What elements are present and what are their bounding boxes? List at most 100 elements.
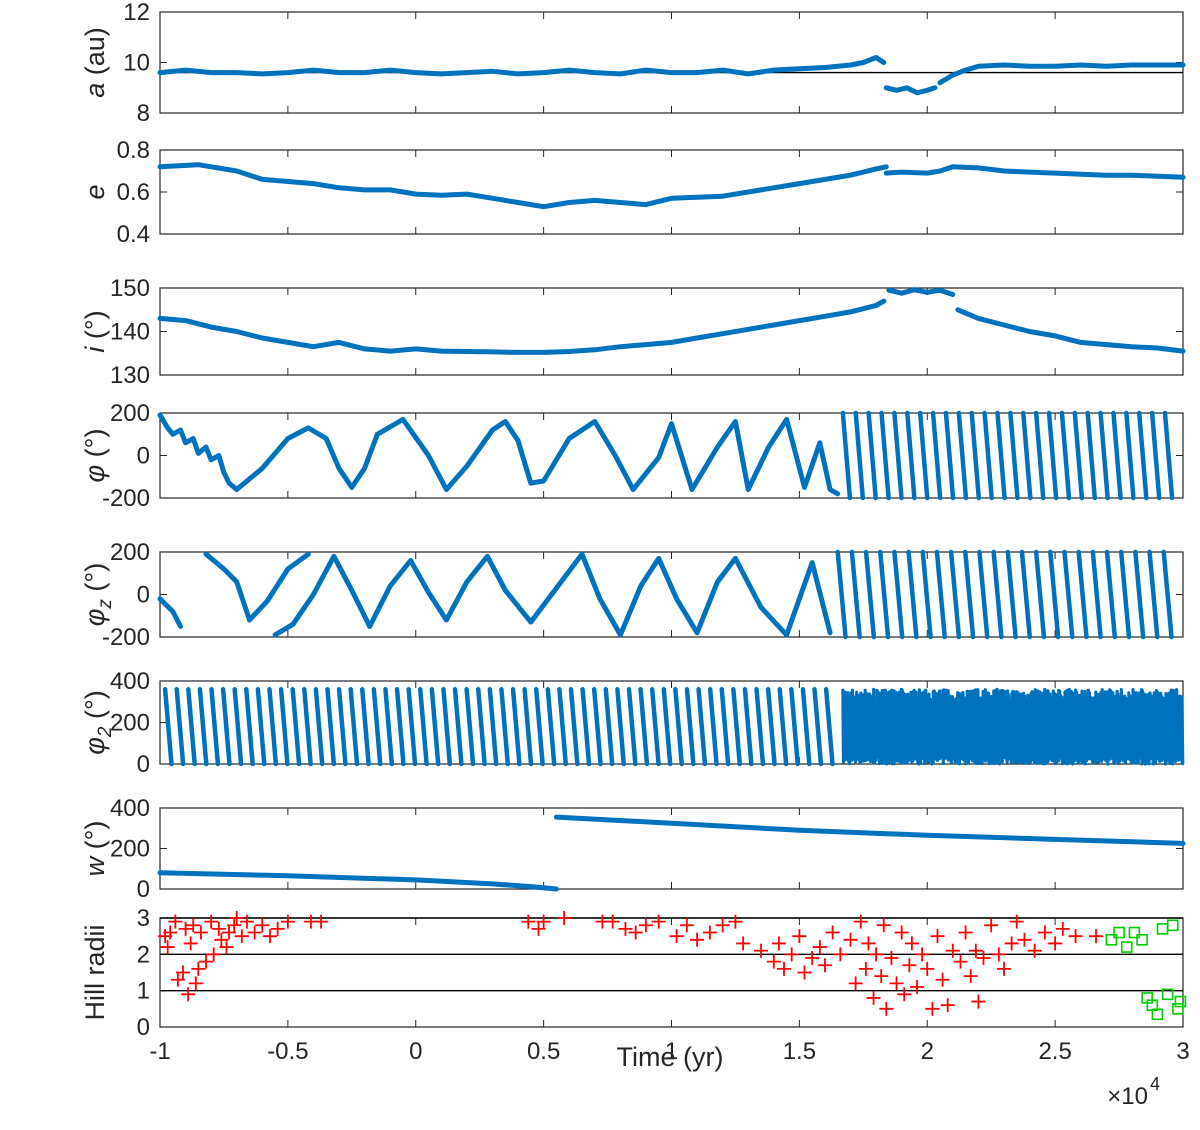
close-approach-plus-marker [889,976,904,991]
close-approach-plus-marker [1004,936,1019,951]
y-tick-label-hill: 2 [137,941,150,968]
close-approach-plus-marker [211,921,226,936]
circulation-line-phi2 [475,687,487,767]
y-label-var-phi2: φ [80,737,110,755]
y-label-var-phiz: φ [80,609,110,627]
series-line-phi-0 [157,412,240,492]
circulation-line-phi2 [649,687,661,767]
circulation-line-phi [982,410,994,501]
y-tick-label-phi: -200 [102,485,150,512]
circulation-line-phi2 [383,687,395,767]
close-approach-plus-marker [984,918,999,933]
y-tick-label-e: 0.6 [117,179,150,206]
close-approach-plus-marker [848,976,863,991]
y-tick-label-hill: 0 [137,1014,150,1041]
circulation-line-phi [1072,410,1085,501]
x-tick-label: -0.5 [267,1038,308,1065]
panel-frame-hill [159,917,1184,1028]
close-approach-plus-marker [958,925,973,940]
y-tick-label-a: 8 [137,100,150,127]
series-line-i-2 [955,307,1186,354]
circulation-line-phi [1149,410,1162,501]
circulation-line-phi2 [499,687,511,767]
x-tick-label: 1 [665,1038,678,1065]
close-approach-plus-marker [869,947,884,962]
series-line-phiz-2 [264,551,311,604]
x-tick-label: 2 [921,1038,934,1065]
circulation-line-phiz [991,549,1004,640]
series-line-phiz-1 [203,551,270,623]
close-approach-plus-marker [669,929,684,944]
close-approach-plus-marker [651,914,666,929]
y-tick-label-phi: 0 [137,443,150,470]
series-line-phiz-0 [157,596,183,629]
circulation-line-phi2 [244,687,255,767]
series-line-i-0 [157,298,887,355]
close-approach-plus-marker [797,965,812,980]
close-approach-plus-marker [1089,929,1104,944]
y-tick-label-i: 140 [110,319,150,346]
circulation-line-phi2 [290,687,302,767]
circulation-line-phi2 [417,687,429,767]
later-approach-square-marker [1120,941,1133,953]
later-approach-square-marker [1113,926,1125,939]
circulation-line-phi [1136,410,1149,501]
y-axis-label-phi: φ (°) [80,429,110,483]
close-approach-plus-marker [991,947,1006,962]
circulation-line-phi2 [452,687,464,767]
circulation-line-phiz [863,549,877,640]
y-label-unit-phi: (°) [80,429,110,465]
circulation-line-phi [853,410,866,501]
circulation-line-phi [995,410,1007,501]
circulation-line-phi2 [673,687,685,767]
close-approach-plus-marker [858,961,873,976]
circulation-line-phi2 [777,687,789,767]
close-approach-plus-marker [199,954,214,969]
circulation-line-phiz [892,549,905,640]
later-approach-square-marker [1136,933,1148,946]
series-line-phiz-4 [367,553,508,629]
circulation-line-phi2 [510,687,522,767]
close-approach-plus-marker [521,914,536,929]
close-approach-plus-marker [193,925,208,940]
close-approach-plus-marker [915,947,930,962]
close-approach-plus-marker [638,918,653,933]
circulation-line-phi2 [696,687,708,767]
x-tick-label: 0.5 [527,1038,560,1065]
close-approach-plus-marker [557,911,572,925]
circulation-line-phi [1008,410,1020,501]
close-approach-plus-marker [817,958,832,973]
circulation-line-phi2 [325,687,337,767]
circulation-line-phiz [906,549,919,640]
series-line-e-1 [883,164,1186,180]
close-approach-plus-marker [754,943,769,958]
series-line-phi-1 [234,416,521,492]
circulation-line-phiz [1090,549,1103,640]
y-label-unit-phi2: (°) [80,690,110,726]
x-tick-label: 0 [409,1038,422,1065]
circulation-line-phi2 [220,687,232,767]
circulation-line-phi2 [580,687,592,767]
circulation-line-phiz [1147,549,1160,640]
y-axis-label-hill: Hill radii [80,924,110,1020]
close-approach-plus-marker [702,925,717,940]
series-line-phiz-5 [502,551,833,638]
close-approach-plus-marker [188,976,203,991]
circulation-line-phi [905,410,917,501]
close-approach-plus-marker [176,965,191,980]
circulation-line-phi2 [638,687,650,767]
close-approach-plus-marker [628,925,643,940]
circulation-line-phi2 [591,687,603,767]
close-approach-plus-marker [160,940,175,955]
circulation-line-phi [1098,410,1110,501]
close-approach-plus-marker [971,994,986,1009]
circulation-line-phi2 [742,687,754,767]
later-approach-square-marker [1156,923,1169,935]
close-approach-plus-marker [874,969,889,984]
close-approach-plus-marker [255,918,270,933]
circulation-line-phi2 [360,687,371,767]
circulation-line-phiz [1076,549,1089,640]
circulation-line-phi [1021,410,1033,501]
